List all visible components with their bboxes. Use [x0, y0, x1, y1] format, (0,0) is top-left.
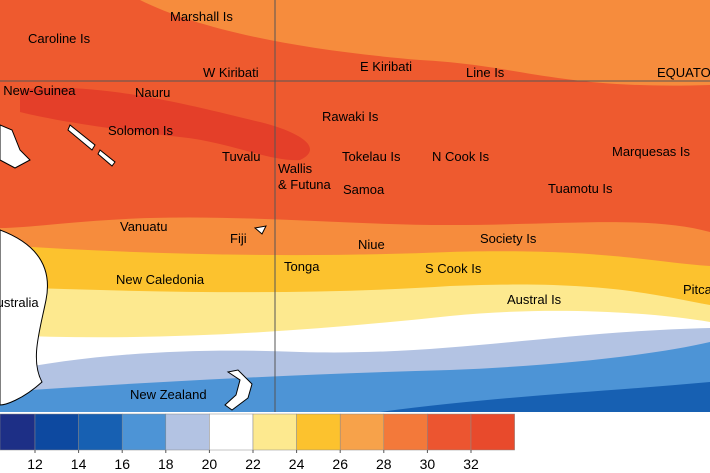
place-label: EQUATOR	[657, 65, 710, 80]
band-blue	[0, 342, 710, 412]
land-fiji	[253, 225, 267, 235]
place-label: Society Is	[480, 231, 537, 246]
colorbar-tick-label: 20	[202, 456, 218, 472]
band-red-orange	[0, 0, 710, 232]
colorbar-swatch	[427, 413, 472, 451]
band-red	[20, 87, 311, 161]
place-label: & Futuna	[278, 177, 332, 192]
place-label: Marshall Is	[170, 9, 233, 24]
place-label: Tonga	[284, 259, 320, 274]
colorbar-tick-label: 30	[420, 456, 436, 472]
colorbar-tick-label: 16	[114, 456, 130, 472]
colorbar-swatch	[252, 413, 297, 451]
place-label: Marquesas Is	[612, 144, 691, 159]
place-label: Tuamotu Is	[548, 181, 613, 196]
land-new-zealand	[224, 369, 253, 411]
band-dark-blue	[380, 382, 710, 412]
place-label: N Cook Is	[432, 149, 490, 164]
land-solomon	[67, 124, 116, 167]
place-label: Austral Is	[507, 292, 562, 307]
place-label: W Kiribati	[203, 65, 259, 80]
land-australia	[0, 229, 48, 406]
colorbar-swatch	[339, 413, 385, 451]
place-label: Papua New-Guinea	[0, 83, 76, 98]
place-labels: Marshall Is Caroline Is W Kiribati E Kir…	[0, 9, 710, 402]
colorbar-swatch	[34, 413, 79, 451]
place-label: Line Is	[466, 65, 505, 80]
colorbar-tick-label: 24	[289, 456, 305, 472]
colorbar-tick-label: 22	[245, 456, 261, 472]
colorbar-tick-label: 28	[376, 456, 392, 472]
sea-temperature-map	[0, 0, 710, 412]
colorbar-swatch	[165, 413, 210, 451]
colorbar-tick-label: 14	[71, 456, 87, 472]
place-label: Nauru	[135, 85, 170, 100]
place-label: Tuvalu	[222, 149, 261, 164]
place-label: Caroline Is	[28, 31, 91, 46]
place-label: Wallis	[278, 161, 313, 176]
place-label: Pitcairn	[683, 282, 710, 297]
place-label: New Caledonia	[116, 272, 205, 287]
colorbar-swatch	[0, 413, 36, 451]
colorbar-swatch	[209, 413, 254, 451]
colorbar-tick-label: 12	[27, 456, 43, 472]
colorbar-swatch	[470, 413, 515, 451]
colorbar-tick-label: 32	[463, 456, 479, 472]
place-label: Rawaki Is	[322, 109, 379, 124]
place-label: Fiji	[230, 231, 247, 246]
colorbar-tick-label: 18	[158, 456, 174, 472]
land-papua	[0, 124, 31, 169]
colorbar-swatch	[121, 413, 167, 451]
colorbar-swatch	[383, 413, 428, 451]
colorbar-swatch	[296, 413, 341, 451]
place-label: S Cook Is	[425, 261, 482, 276]
colorbar: 12 14 16 18 20 22 24 26 28 30 32	[0, 413, 515, 472]
place-label: Samoa	[343, 182, 385, 197]
place-label: Solomon Is	[108, 123, 174, 138]
place-label: E Kiribati	[360, 59, 412, 74]
colorbar-tick-label: 26	[332, 456, 348, 472]
place-label: New Zealand	[130, 387, 207, 402]
place-label: Niue	[358, 237, 385, 252]
place-label: Tokelau Is	[342, 149, 401, 164]
colorbar-swatch	[78, 413, 123, 451]
place-label: Australia	[0, 295, 39, 310]
place-label: Vanuatu	[120, 219, 167, 234]
